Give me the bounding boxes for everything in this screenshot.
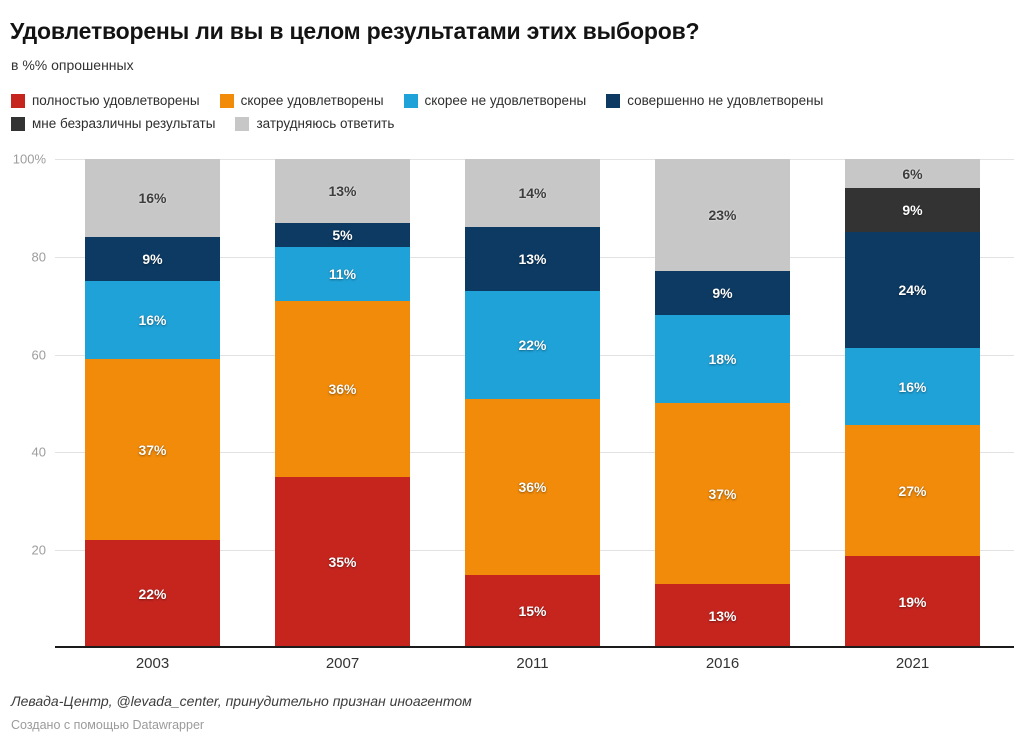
legend: полностью удовлетворены скорее удовлетвор…	[11, 91, 1014, 133]
segment-value-label: 16%	[138, 312, 167, 329]
segment-value-label: 13%	[328, 182, 357, 199]
segment-value-label: 19%	[898, 593, 927, 610]
bar-segment: 36%	[275, 300, 410, 477]
segment-value-label: 9%	[902, 201, 923, 218]
x-axis-label: 2011	[516, 655, 549, 672]
bar-segment: 35%	[275, 476, 410, 648]
legend-label: совершенно не удовлетворены	[627, 93, 824, 108]
bar-2007: 13% 5% 11% 36% 35%	[275, 159, 410, 648]
segment-value-label: 6%	[902, 165, 923, 182]
y-tick-label: 80	[31, 249, 46, 265]
chart-subtitle: в %% опрошенных	[11, 57, 134, 73]
bar-segment: 36%	[465, 398, 600, 575]
segment-value-label: 9%	[712, 285, 733, 302]
bar-segment: 13%	[465, 227, 600, 292]
legend-label: полностью удовлетворены	[32, 93, 200, 108]
x-axis-labels: 2003 2007 2011 2016 2021	[55, 655, 1014, 672]
bar-segment: 6%	[845, 159, 980, 189]
bar-segment: 15%	[465, 574, 600, 648]
legend-item-3: совершенно не удовлетворены	[606, 91, 823, 110]
legend-swatch	[11, 116, 25, 131]
segment-value-label: 5%	[332, 226, 353, 243]
legend-swatch	[219, 93, 234, 108]
bar-segment: 37%	[85, 359, 220, 541]
bar-segment: 24%	[845, 231, 980, 348]
bar-segment: 5%	[275, 222, 410, 247]
bar-segment: 23%	[655, 159, 790, 272]
segment-value-label: 13%	[518, 251, 547, 268]
legend-swatch	[403, 93, 418, 108]
bar-2016: 23% 9% 18% 37% 13%	[655, 159, 790, 648]
segment-value-label: 23%	[708, 207, 737, 224]
bar-segment: 22%	[85, 540, 220, 648]
bar-segment: 9%	[845, 188, 980, 232]
segment-value-label: 37%	[708, 485, 737, 502]
bar-segment: 14%	[465, 159, 600, 228]
bar-segment: 18%	[655, 315, 790, 404]
segment-value-label: 15%	[518, 603, 547, 620]
plot-area: 100% 80 60 40 20 16% 9% 16% 37% 22% 13% 5% 11% 36% 35%…	[13, 152, 1014, 648]
segment-value-label: 9%	[142, 251, 163, 268]
bar-2011: 14% 13% 22% 36% 15%	[465, 159, 600, 648]
bar-segment: 22%	[465, 291, 600, 399]
segment-value-label: 27%	[898, 482, 927, 499]
bar-segment: 19%	[845, 555, 980, 648]
legend-label: скорее удовлетворены	[240, 93, 384, 108]
segment-value-label: 37%	[138, 441, 167, 458]
bar-segment: 9%	[85, 237, 220, 282]
legend-item-1: скорее удовлетворены	[219, 91, 384, 110]
legend-label: затрудняюсь ответить	[256, 116, 395, 131]
bar-segment: 16%	[85, 281, 220, 360]
y-tick-label: 40	[31, 444, 46, 460]
x-axis-baseline	[55, 646, 1014, 648]
bar-2003: 16% 9% 16% 37% 22%	[85, 159, 220, 648]
bar-segment: 13%	[275, 159, 410, 223]
x-axis-label: 2021	[895, 655, 930, 672]
legend-item-4: мне безразличны результаты	[11, 114, 215, 133]
legend-item-0: полностью удовлетворены	[11, 91, 200, 110]
segment-value-label: 13%	[708, 608, 737, 625]
chart-title: Удовлетворены ли вы в целом результатами…	[10, 18, 700, 44]
segment-value-label: 11%	[328, 265, 357, 282]
source-note: Левада-Центр, @levada_center, принудител…	[11, 693, 472, 709]
segment-value-label: 36%	[328, 380, 357, 397]
segment-value-label: 16%	[138, 190, 167, 207]
y-tick-label: 20	[31, 542, 46, 558]
legend-swatch	[11, 93, 25, 108]
legend-item-5: затрудняюсь ответить	[235, 114, 394, 133]
segment-value-label: 16%	[898, 378, 927, 395]
bar-segment: 37%	[655, 403, 790, 585]
segment-value-label: 22%	[138, 586, 167, 603]
bar-segment: 16%	[845, 347, 980, 426]
bar-segment: 11%	[275, 247, 410, 301]
x-axis-label: 2007	[325, 655, 360, 672]
legend-item-2: скорее не удовлетворены	[403, 91, 587, 110]
legend-label: мне безразличны результаты	[32, 116, 216, 131]
datawrapper-attribution: Создано с помощью Datawrapper	[11, 718, 205, 732]
bar-segment: 13%	[655, 584, 790, 648]
segment-value-label: 24%	[898, 281, 927, 298]
bar-segment: 27%	[845, 425, 980, 556]
x-axis-label: 2003	[135, 655, 170, 672]
segment-value-label: 18%	[708, 351, 737, 368]
stacked-bar-chart: 100% 80 60 40 20 16% 9% 16% 37% 22% 13% 5% 11% 36% 35%…	[10, 152, 1014, 672]
segment-value-label: 35%	[328, 554, 357, 571]
segment-value-label: 14%	[518, 185, 547, 202]
bar-2021: 6% 9% 24% 16% 27% 19%	[845, 159, 980, 648]
legend-swatch	[235, 116, 250, 131]
bars-group: 16% 9% 16% 37% 22% 13% 5% 11% 36% 35% 14% 13% 22% 36%…	[55, 159, 1014, 648]
y-tick-label: 100%	[12, 151, 46, 167]
segment-value-label: 22%	[518, 336, 547, 353]
x-axis-label: 2016	[705, 655, 740, 672]
bar-segment: 16%	[85, 159, 220, 238]
chart-footer: Левада-Центр, @levada_center, принудител…	[11, 692, 1014, 733]
y-tick-label: 60	[31, 347, 46, 363]
bar-segment: 9%	[655, 271, 790, 316]
legend-swatch	[606, 93, 621, 108]
segment-value-label: 36%	[518, 478, 547, 495]
legend-label: скорее не удовлетворены	[424, 93, 587, 108]
